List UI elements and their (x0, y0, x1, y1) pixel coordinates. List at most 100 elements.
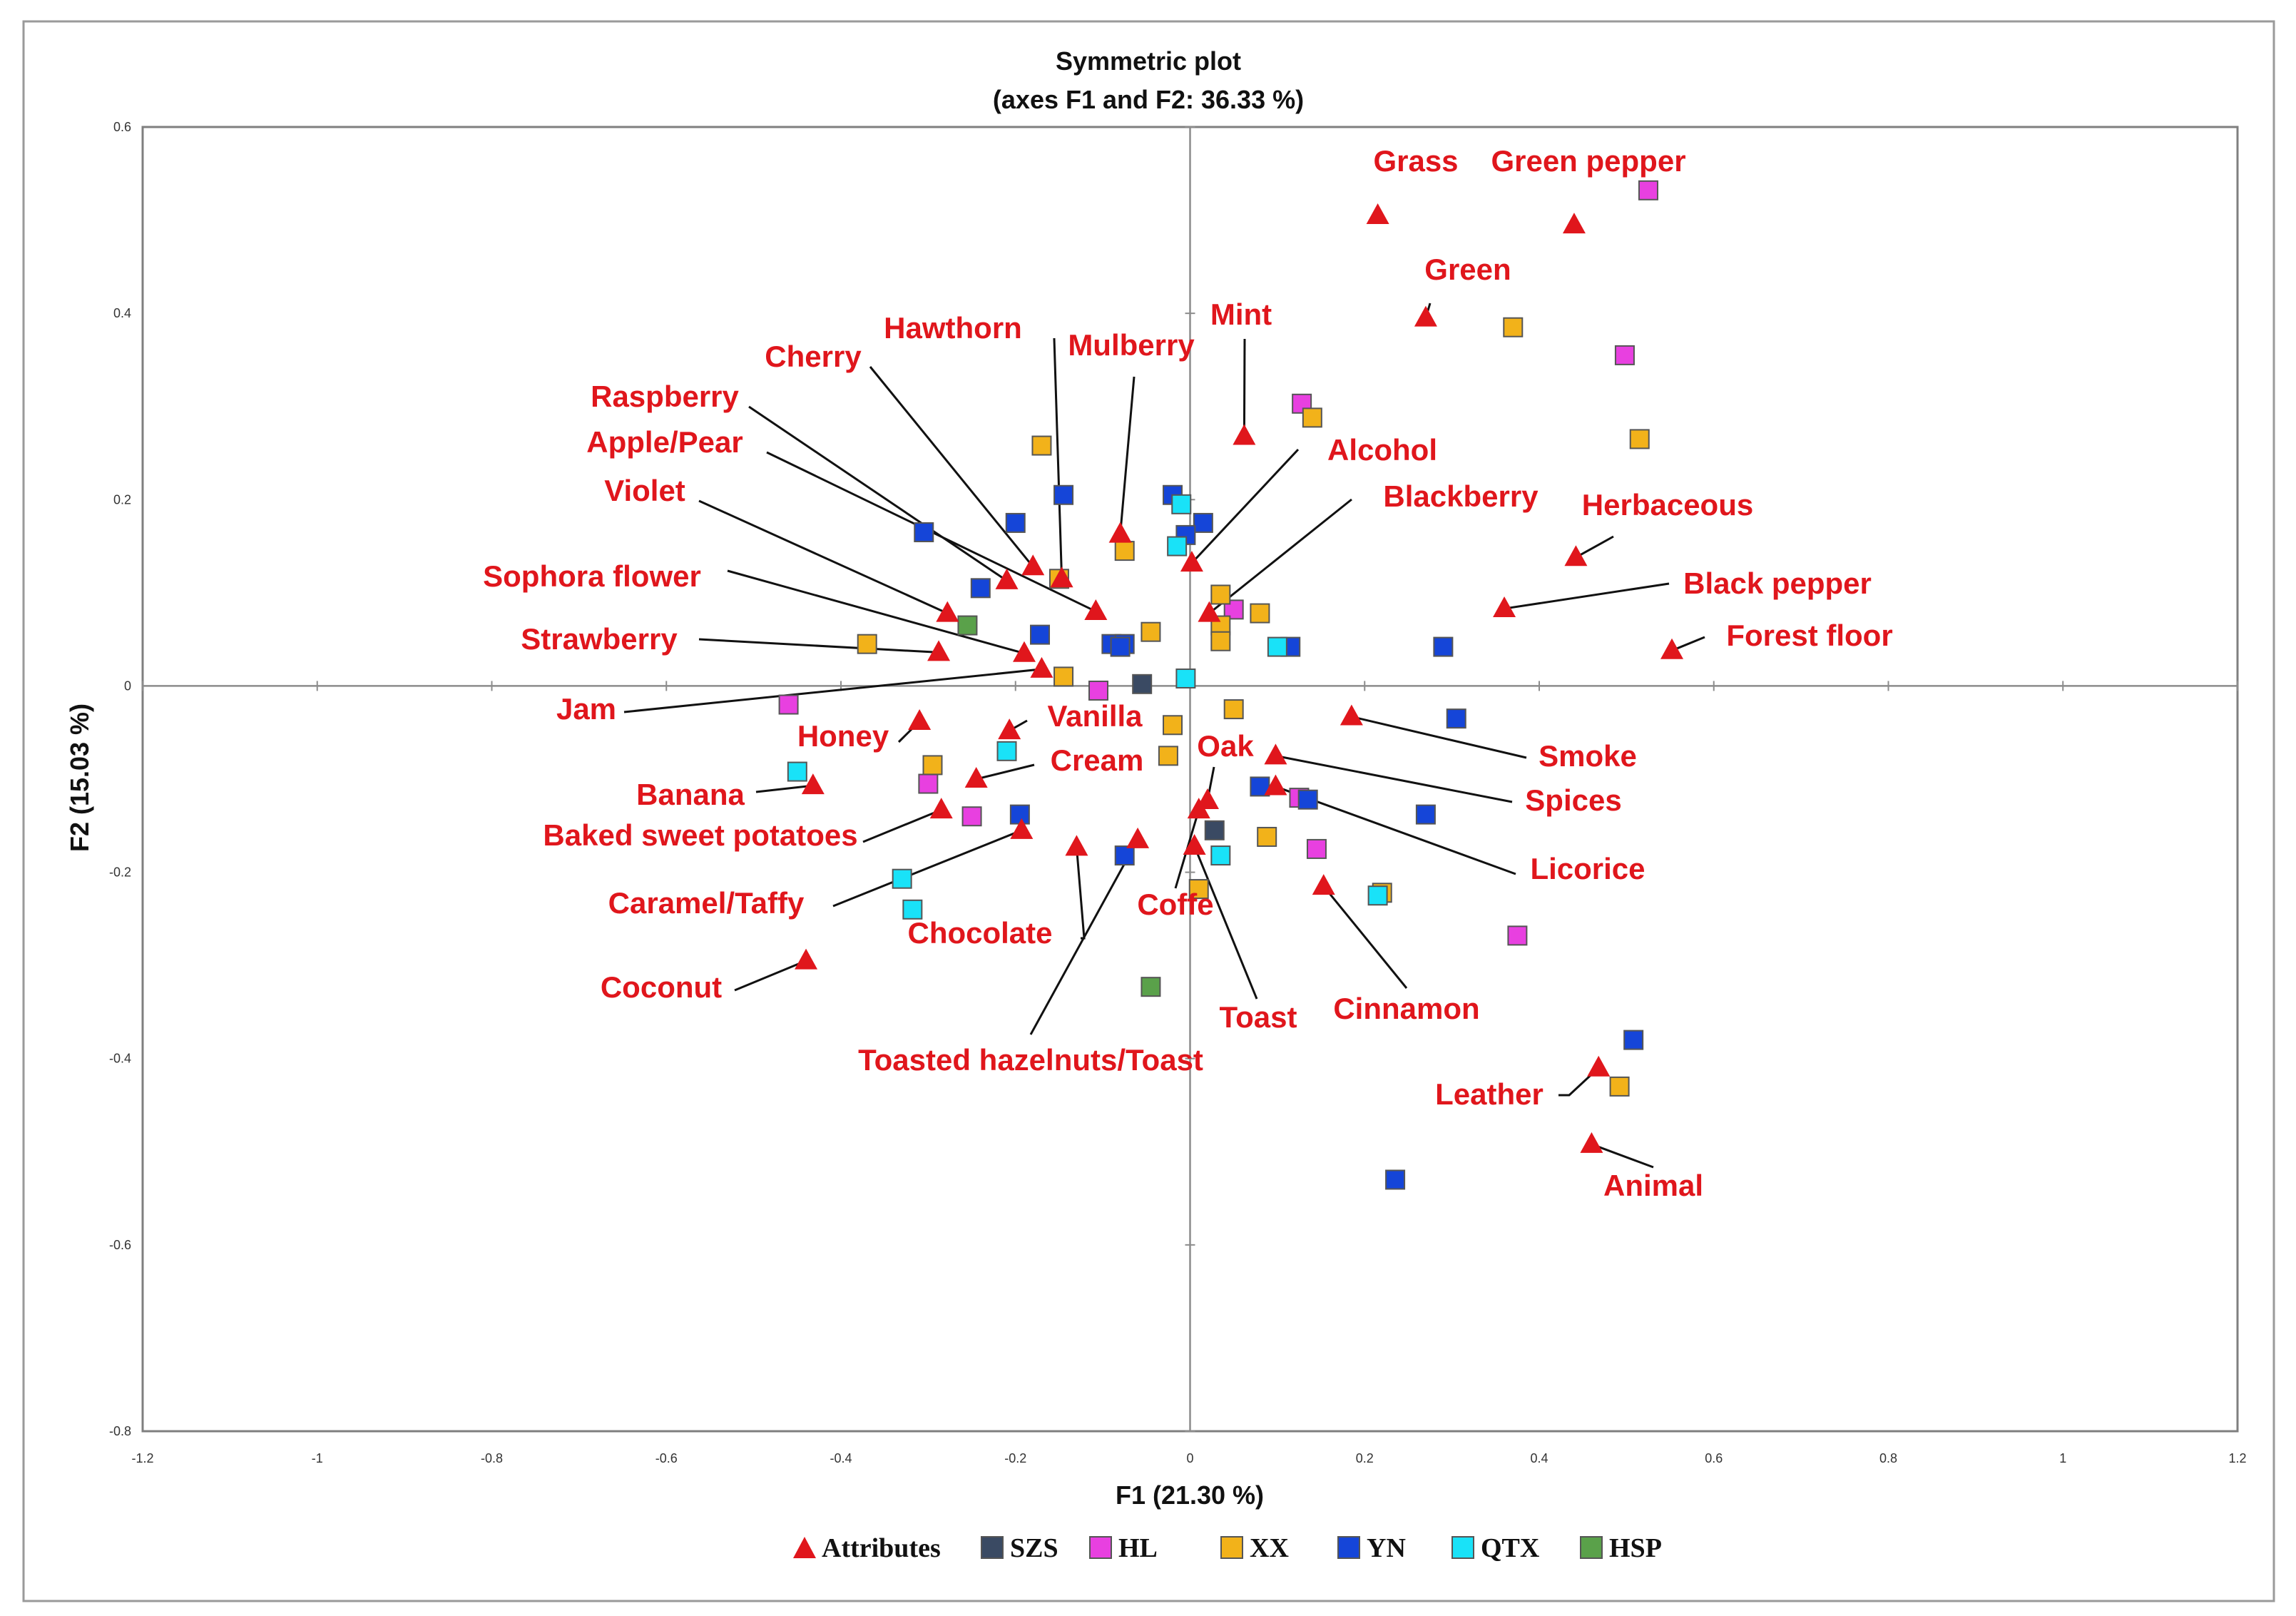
attribute-label-cream: Cream (1051, 743, 1144, 777)
x-tick-label: -0.2 (1004, 1451, 1026, 1465)
y-tick-label: 0.4 (113, 306, 131, 320)
attribute-marker-cinnamon (1312, 874, 1335, 895)
attribute-label-leather: Leather (1435, 1077, 1544, 1111)
point-hl (778, 694, 799, 715)
x-axis-ticks: -1.2 -1 -0.8 -0.6 -0.4 -0.2 0 0.2 0.4 0.6 0.8 1 1.2 (131, 681, 2247, 1465)
attribute-marker-black-pepper (1493, 596, 1516, 618)
leader-line-leather (1558, 1067, 1600, 1097)
attribute-label-mulberry: Mulberry (1068, 328, 1195, 362)
point-xx (1053, 666, 1074, 687)
leader-line-toasted-hazelnuts-toast (1029, 839, 1139, 1035)
y-tick-label: -0.2 (109, 865, 131, 880)
y-tick-label: -0.8 (109, 1424, 131, 1438)
attribute-label-vanilla: Vanilla (1047, 699, 1143, 733)
attribute-label-oak: Oak (1197, 729, 1254, 763)
point-qtx (1175, 668, 1196, 688)
point-yn (1433, 636, 1454, 657)
attribute-label-raspberry: Raspberry (591, 380, 739, 413)
attribute-marker-coffe (1187, 798, 1210, 819)
attribute-label-hawthorn: Hawthorn (884, 311, 1022, 345)
y-axis-label: F2 (15.03 %) (65, 703, 94, 852)
point-xx (1503, 317, 1524, 337)
attribute-marker-violet (936, 601, 959, 622)
attribute-label-toasted-hazelnuts-toast: Toasted hazelnuts/Toast (858, 1043, 1203, 1077)
point-qtx (787, 761, 807, 782)
leader-line-forest-floor (1671, 636, 1705, 652)
attribute-label-green-pepper: Green pepper (1491, 144, 1685, 178)
point-xx (857, 634, 877, 654)
attribute-label-forest-floor: Forest floor (1726, 619, 1892, 652)
legend-marker-szs (981, 1536, 1004, 1559)
leader-line-spices (1275, 754, 1513, 803)
legend-label-attributes: Attributes (822, 1533, 941, 1563)
attribute-marker-smoke (1340, 704, 1363, 726)
attribute-labels: Grass Green pepper Green Mint Hawthorn Mulber… (483, 144, 1893, 1202)
attribute-marker-coconut (795, 948, 818, 970)
attribute-marker-forest-floor (1660, 638, 1684, 659)
x-tick-label: 0.2 (1356, 1451, 1374, 1465)
y-tick-label: -0.4 (109, 1052, 131, 1066)
point-xx (1158, 746, 1178, 766)
attribute-label-cherry: Cherry (765, 340, 862, 373)
leader-line-toast (1193, 845, 1258, 1000)
attribute-marker-grass (1366, 203, 1389, 225)
attribute-label-cinnamon: Cinnamon (1333, 992, 1479, 1025)
attribute-marker-alcohol (1180, 551, 1203, 572)
leader-line-herbaceous (1575, 535, 1614, 559)
attribute-label-smoke: Smoke (1539, 739, 1637, 773)
leader-line-raspberry (748, 405, 1008, 582)
legend-marker-xx (1220, 1536, 1243, 1559)
attribute-marker-herbaceous (1564, 545, 1588, 566)
point-xx (1302, 407, 1322, 428)
attribute-marker-toasted-hazelnuts-toast (1126, 827, 1150, 848)
point-hl (1614, 345, 1635, 365)
attribute-marker-blackberry (1198, 601, 1221, 622)
attribute-marker-raspberry (995, 568, 1019, 589)
attribute-label-toast: Toast (1220, 1000, 1297, 1034)
attribute-points (795, 203, 1684, 1153)
x-tick-label: -0.4 (830, 1451, 852, 1465)
leader-line-caramel-taffy (832, 829, 1022, 908)
legend-marker-qtx (1451, 1536, 1474, 1559)
point-qtx (1171, 494, 1192, 514)
point-xx (1257, 826, 1277, 847)
leader-line-cinnamon (1322, 885, 1408, 989)
legend-label-xx: XX (1250, 1533, 1289, 1563)
point-yn (970, 578, 991, 599)
point-xx (1210, 584, 1231, 605)
attribute-label-apple-pear: Apple/Pear (586, 425, 743, 459)
attribute-label-violet: Violet (604, 474, 685, 507)
attribute-label-black-pepper: Black pepper (1683, 566, 1872, 600)
leader-line-baked-sweet-potatoes (862, 808, 942, 843)
attribute-marker-mint (1233, 424, 1256, 445)
point-yn (1030, 624, 1051, 645)
attribute-label-alcohol: Alcohol (1327, 433, 1437, 467)
legend-label-hsp: HSP (1609, 1533, 1662, 1563)
attribute-label-honey: Honey (797, 719, 889, 753)
leader-line-cherry (869, 366, 1034, 568)
attribute-label-baked-sweet-potatoes: Baked sweet potatoes (543, 818, 857, 852)
point-yn (1623, 1030, 1644, 1050)
leader-line-coconut (734, 960, 807, 992)
leader-line-animal (1591, 1143, 1654, 1169)
leader-line-mulberry (1119, 376, 1136, 534)
attribute-label-sophora-flower: Sophora flower (483, 559, 701, 593)
chart-title: Symmetric plot (1056, 46, 1241, 76)
x-tick-label: 1 (2059, 1451, 2066, 1465)
point-yn (1193, 512, 1213, 533)
point-xx (922, 755, 943, 776)
x-tick-label: 0 (1186, 1451, 1193, 1465)
point-yn (1297, 789, 1318, 810)
point-xx (1114, 541, 1135, 561)
attribute-marker-vanilla (998, 718, 1021, 740)
attribute-label-coconut: Coconut (601, 970, 722, 1004)
attribute-marker-honey (908, 709, 932, 731)
point-qtx (902, 899, 923, 920)
attribute-marker-cherry (1021, 554, 1045, 576)
x-tick-label: -1.2 (131, 1451, 153, 1465)
legend-label-szs: SZS (1010, 1533, 1058, 1563)
point-yn (1114, 845, 1135, 866)
legend-label-hl: HL (1118, 1533, 1158, 1563)
point-yn (1110, 636, 1131, 657)
point-xx (1210, 631, 1231, 651)
